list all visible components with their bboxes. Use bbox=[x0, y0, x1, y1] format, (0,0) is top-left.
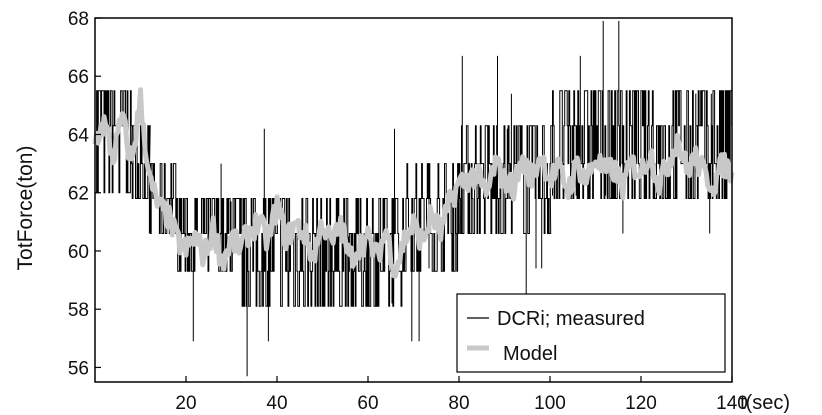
legend: DCRi; measured Model bbox=[456, 293, 726, 373]
x-tick-label: 140 bbox=[716, 393, 748, 414]
x-tick-label: 20 bbox=[175, 393, 196, 414]
legend-label-model: Model bbox=[503, 343, 557, 365]
model-line bbox=[92, 87, 735, 279]
x-tick-label: 120 bbox=[625, 393, 657, 414]
axes bbox=[94, 17, 733, 383]
x-tick-label: 40 bbox=[266, 393, 287, 414]
plot-frame bbox=[94, 17, 733, 383]
x-tick-label: 100 bbox=[534, 393, 566, 414]
x-tick-label: 80 bbox=[448, 393, 469, 414]
legend-label-measured: DCRi; measured bbox=[497, 308, 645, 330]
y-tick-label: 62 bbox=[68, 184, 89, 205]
y-tick-label: 56 bbox=[68, 358, 89, 379]
y-tick-label: 66 bbox=[68, 67, 89, 88]
y-tick-label: 58 bbox=[68, 300, 89, 321]
legend-box bbox=[456, 293, 726, 373]
y-tick-label: 64 bbox=[68, 125, 90, 146]
model-series bbox=[92, 87, 735, 279]
y-tick-label: 68 bbox=[68, 9, 89, 30]
y-tick-label: 60 bbox=[68, 242, 89, 263]
x-axis-label: t(sec) bbox=[740, 392, 790, 414]
x-tick-label: 60 bbox=[357, 393, 378, 414]
